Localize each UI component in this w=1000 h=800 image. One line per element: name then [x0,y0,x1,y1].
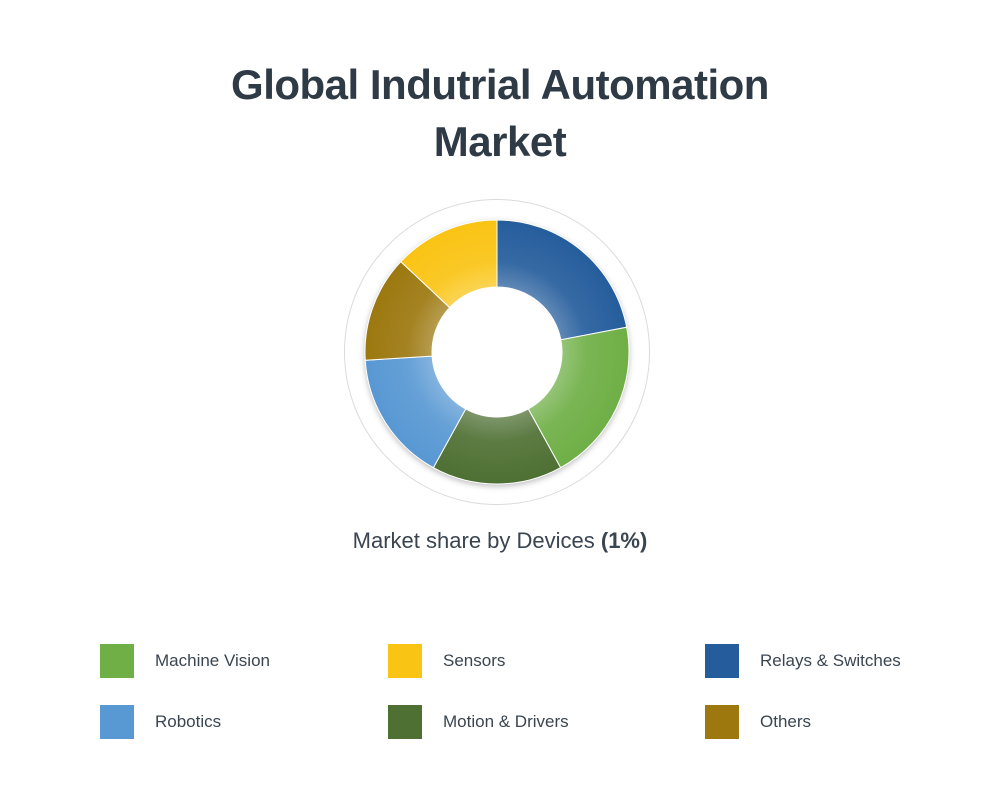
chart-legend: Machine Vision Sensors Relays & Switches… [100,644,901,739]
legend-swatch-machine-vision [100,644,134,678]
legend-item-others: Others [705,705,811,739]
legend-swatch-robotics [100,705,134,739]
donut-chart-svg [344,199,650,505]
legend-item-motion-drivers: Motion & Drivers [388,705,569,739]
legend-label: Relays & Switches [760,651,901,670]
legend-item-machine-vision: Machine Vision [100,644,270,678]
legend-swatch-relays-switches [705,644,739,678]
legend-label: Others [760,712,812,731]
chart-caption-percent: (1%) [600,528,648,553]
legend-label: Motion & Drivers [443,712,569,731]
legend-item-robotics: Robotics [100,705,221,739]
legend-swatch-sensors [388,644,422,678]
donut-hole [432,287,562,417]
legend-swatch-motion-drivers [388,705,422,739]
legend-item-relays-switches: Relays & Switches [705,644,901,678]
donut-chart [342,197,652,507]
page-title: Global Indutrial Automation Market [0,56,1000,170]
legend-label: Sensors [443,651,506,670]
page-title-text: Global Indutrial Automation Market [231,61,769,166]
legend-label: Machine Vision [155,651,270,670]
chart-caption: Market share by Devices (1%) [0,528,1000,554]
legend-item-sensors: Sensors [388,644,505,678]
legend-label: Robotics [155,712,222,731]
legend-swatch-others [705,705,739,739]
chart-caption-text: Market share by Devices [352,528,601,553]
